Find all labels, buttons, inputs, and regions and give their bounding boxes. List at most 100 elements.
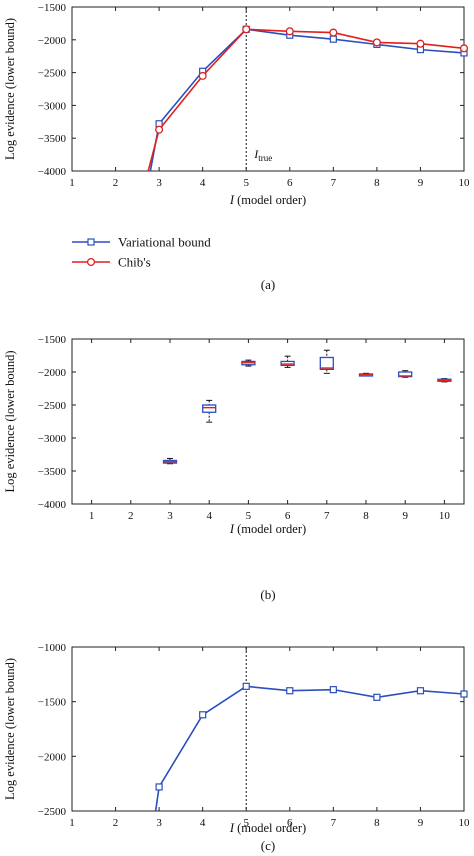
y-tick-label: −2000	[38, 367, 67, 379]
data-point-square	[329, 35, 337, 43]
x-tick-label: 3	[156, 177, 162, 189]
data-point-circle	[155, 125, 164, 134]
x-tick-label: 6	[285, 510, 291, 522]
legend-label: Variational bound	[118, 235, 211, 250]
x-tick-label: 8	[374, 817, 380, 829]
y-axis-title: Log evidence (lower bound)	[3, 658, 17, 800]
data-point-circle	[242, 25, 251, 34]
legend-marker-circle	[86, 257, 96, 267]
box-10	[437, 378, 452, 383]
i-true-subscript: true	[258, 153, 272, 163]
y-tick-label: −2500	[38, 806, 67, 818]
data-point-circle	[285, 27, 294, 36]
x-tick-label: 9	[402, 510, 408, 522]
x-tick-label: 3	[156, 817, 162, 829]
x-tick-label: 8	[374, 177, 380, 189]
x-tick-label: 4	[200, 817, 206, 829]
x-tick-label: 6	[287, 817, 293, 829]
y-tick-label: −2000	[38, 35, 67, 47]
panel-label: (b)	[260, 587, 275, 602]
x-axis-title: I (model order)	[229, 193, 306, 207]
y-tick-label: −1500	[38, 697, 67, 709]
y-tick-label: −3000	[38, 100, 67, 112]
panel-label: (c)	[261, 838, 275, 853]
y-tick-label: −3000	[38, 433, 67, 445]
x-tick-label: 5	[243, 177, 249, 189]
x-tick-label: 2	[113, 817, 119, 829]
data-point-square	[286, 687, 294, 695]
data-point-square	[416, 687, 425, 695]
x-axis-title-rest: (model order)	[234, 193, 306, 207]
x-tick-label: 1	[69, 817, 75, 829]
y-tick-label: −1500	[38, 2, 67, 14]
x-tick-label: 6	[287, 177, 293, 189]
data-point-circle	[416, 39, 425, 48]
data-point-square	[155, 783, 163, 791]
x-tick-label: 10	[459, 177, 471, 189]
panel-label: (a)	[261, 277, 275, 292]
i-true-annotation: Itrue	[253, 147, 272, 163]
x-tick-label: 4	[206, 510, 212, 522]
box-3	[162, 457, 178, 465]
x-tick-label: 1	[89, 510, 95, 522]
series-line-chibs	[147, 28, 465, 172]
legend-label: Chib's	[118, 255, 151, 270]
data-point-circle	[198, 71, 207, 80]
x-tick-label: 10	[439, 510, 451, 522]
box-4	[202, 399, 217, 423]
x-axis-variable: I	[229, 193, 235, 207]
y-axis-title: Log evidence (lower bound)	[3, 18, 17, 160]
x-axis-title: I (model order)	[229, 821, 306, 835]
box-9	[398, 370, 413, 378]
x-axis-title: I (model order)	[229, 522, 306, 536]
panel-b-box-plot: 1 2 3 4 5 6 7 8 9 10 −4000 −3500 −3000 −2500 −2000 −150…	[3, 334, 465, 602]
x-axis-variable: I	[229, 522, 235, 536]
plot-frame	[71, 338, 465, 505]
legend-marker-square	[87, 238, 95, 246]
box-8	[358, 372, 374, 377]
box-7	[319, 349, 334, 374]
y-tick-label: −2000	[38, 751, 67, 763]
data-point-circle	[329, 28, 338, 37]
x-tick-label: 3	[167, 510, 173, 522]
y-axis-title: Log evidence (lower bound)	[3, 351, 17, 493]
x-axis-title-rest: (model order)	[234, 522, 306, 536]
legend: Variational bound Chib's	[72, 235, 211, 270]
x-tick-label: 4	[200, 177, 206, 189]
box-iqr	[319, 356, 334, 371]
plot-frame	[71, 6, 465, 172]
plot-frame	[71, 646, 465, 812]
x-tick-label: 7	[331, 817, 337, 829]
x-tick-label: 9	[418, 817, 424, 829]
data-point-square	[373, 693, 381, 701]
x-tick-label: 5	[243, 817, 249, 829]
data-point-square	[199, 711, 207, 719]
y-tick-label: −3500	[38, 466, 67, 478]
data-point-square	[329, 686, 337, 694]
x-tick-label: 7	[331, 177, 337, 189]
x-tick-label: 7	[324, 510, 330, 522]
y-tick-label: −2500	[38, 68, 67, 80]
panel-a-line-chart: 1 2 3 4 5 6 7 8 9 10 −4000 −3500 −3000 −2500 −2000 −150…	[3, 2, 470, 292]
series-line-variational-bound	[154, 685, 465, 812]
box-iqr	[202, 404, 217, 413]
x-tick-label: 9	[418, 177, 424, 189]
y-tick-label: −1000	[38, 642, 67, 654]
y-tick-label: −2500	[38, 400, 67, 412]
data-point-square	[242, 682, 250, 690]
x-tick-label: 10	[459, 817, 471, 829]
data-point-square	[460, 690, 468, 698]
box-6	[280, 355, 295, 368]
y-tick-label: −4000	[38, 499, 67, 511]
y-tick-label: −3500	[38, 133, 67, 145]
x-tick-label: 2	[113, 177, 119, 189]
data-point-circle	[372, 38, 381, 47]
x-tick-label: 1	[69, 177, 75, 189]
y-tick-label: −1500	[38, 334, 67, 346]
x-tick-label: 8	[363, 510, 369, 522]
x-axis-title-rest: (model order)	[234, 821, 306, 835]
i-true-main: I	[253, 147, 259, 161]
x-tick-label: 2	[128, 510, 134, 522]
x-axis-variable: I	[229, 821, 235, 835]
